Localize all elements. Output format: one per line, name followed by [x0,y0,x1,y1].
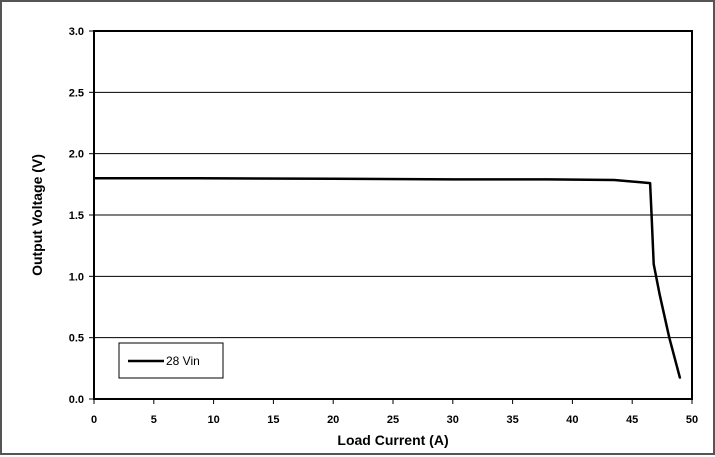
data-point [613,179,616,181]
data-point [650,208,653,210]
y-tick-label: 2.5 [69,87,84,99]
data-point [332,178,335,180]
x-tick-label: 45 [626,414,638,426]
data-point [652,263,655,265]
x-axis-title: Load Current (A) [337,432,448,448]
x-tick-label: 0 [91,414,97,426]
data-point [547,178,550,181]
data-point [668,336,671,339]
data-point [452,178,454,181]
x-tick-label: 35 [506,414,518,426]
y-tick-label: 2.0 [69,149,84,161]
y-ticks: 0.0 0.5 1.0 1.5 2.0 2.5 3.0 [69,26,94,406]
series-line [94,176,682,379]
data-point [658,293,661,296]
data-point [679,377,681,379]
legend-label: 28 Vin [166,354,200,368]
x-tick-label: 15 [267,414,279,426]
x-ticks: 0 5 10 15 20 25 30 35 40 45 50 [91,399,698,426]
x-tick-label: 30 [447,414,459,426]
y-tick-label: 1.0 [69,271,84,283]
y-tick-label: 1.5 [69,210,84,222]
x-tick-label: 10 [207,414,219,426]
plot-area [93,30,693,400]
y-tick-label: 0.0 [69,394,84,406]
grid-lines [94,91,692,339]
x-tick-label: 25 [387,414,399,426]
x-tick-label: 40 [566,414,578,426]
y-tick-label: 3.0 [69,26,84,38]
x-tick-label: 50 [686,414,698,426]
y-tick-label: 0.5 [69,333,84,345]
legend: 28 Vin [118,342,224,379]
y-axis-title: Output Voltage (V) [29,154,45,276]
data-point [197,177,199,179]
x-tick-label: 5 [151,414,157,426]
data-point [649,182,651,184]
x-tick-label: 20 [327,414,339,426]
